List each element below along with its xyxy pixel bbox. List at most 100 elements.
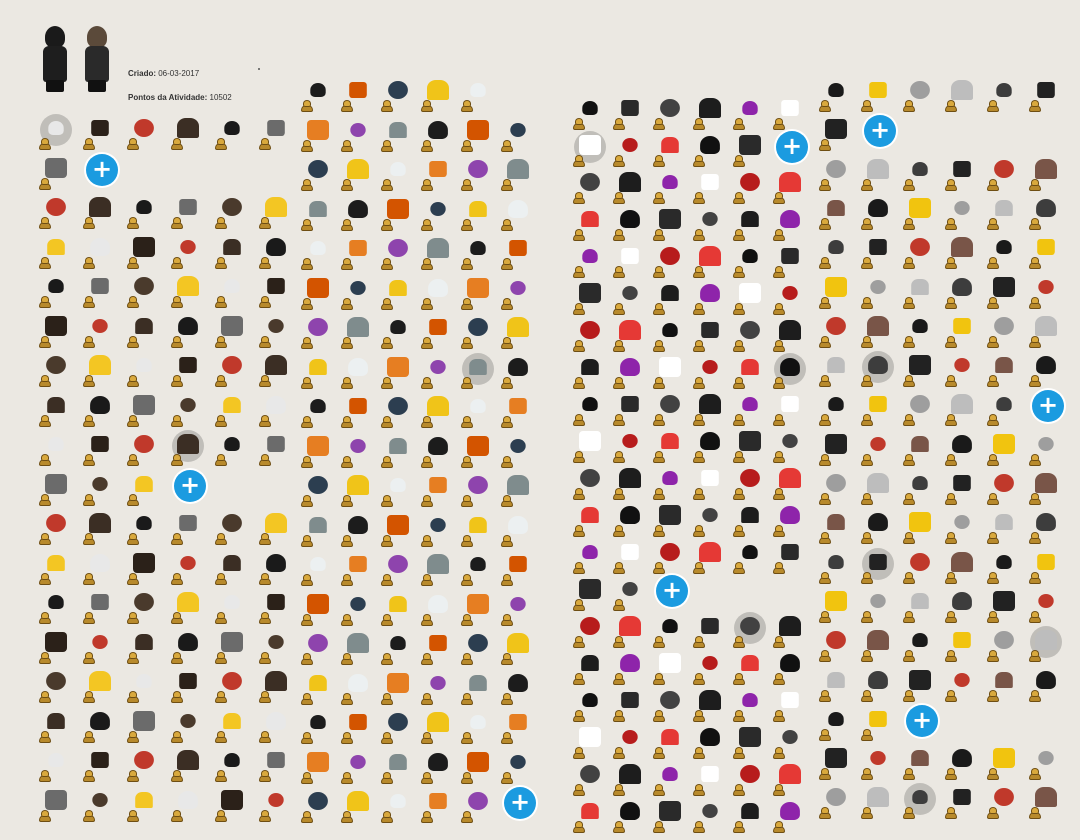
- wardrobe-item[interactable]: [860, 589, 894, 623]
- wardrobe-item[interactable]: [732, 762, 766, 796]
- wardrobe-item[interactable]: [500, 118, 534, 152]
- wardrobe-item[interactable]: [692, 170, 726, 204]
- wardrobe-item[interactable]: [818, 510, 852, 545]
- wardrobe-item[interactable]: [82, 353, 116, 387]
- wardrobe-item[interactable]: [692, 392, 726, 426]
- wardrobe-item[interactable]: [126, 235, 160, 269]
- wardrobe-item[interactable]: [986, 746, 1020, 781]
- wardrobe-item[interactable]: [126, 709, 160, 743]
- wardrobe-item[interactable]: [692, 688, 726, 722]
- wardrobe-item[interactable]: [944, 668, 978, 702]
- wardrobe-item[interactable]: [500, 592, 534, 626]
- wardrobe-item[interactable]: [214, 511, 248, 545]
- wardrobe-item[interactable]: [860, 547, 894, 584]
- wardrobe-item[interactable]: [986, 432, 1020, 466]
- wardrobe-item[interactable]: [126, 630, 160, 664]
- wardrobe-item[interactable]: [986, 196, 1020, 230]
- wardrobe-item[interactable]: [652, 244, 686, 278]
- wardrobe-item[interactable]: [732, 540, 766, 574]
- wardrobe-item[interactable]: [460, 473, 494, 507]
- wardrobe-item[interactable]: [612, 392, 646, 426]
- wardrobe-item[interactable]: [860, 628, 894, 663]
- wardrobe-item[interactable]: [818, 707, 852, 741]
- plus-icon[interactable]: +: [174, 469, 206, 502]
- avatar[interactable]: [82, 24, 112, 94]
- wardrobe-item[interactable]: [420, 78, 454, 112]
- wardrobe-item[interactable]: [170, 669, 204, 703]
- wardrobe-item[interactable]: [692, 281, 726, 315]
- wardrobe-item[interactable]: [214, 669, 248, 703]
- wardrobe-item[interactable]: [652, 799, 686, 833]
- wardrobe-item[interactable]: [572, 355, 606, 389]
- wardrobe-item[interactable]: [818, 589, 852, 623]
- wardrobe-item[interactable]: [126, 314, 160, 348]
- wardrobe-item[interactable]: [214, 630, 248, 664]
- wardrobe-item[interactable]: [300, 315, 334, 349]
- wardrobe-item[interactable]: [300, 750, 334, 784]
- wardrobe-item[interactable]: [340, 631, 374, 665]
- wardrobe-item[interactable]: [1028, 314, 1062, 348]
- wardrobe-item[interactable]: [986, 628, 1020, 663]
- wardrobe-item[interactable]: [692, 466, 726, 500]
- wardrobe-item[interactable]: [460, 631, 494, 665]
- wardrobe-item[interactable]: [860, 235, 894, 270]
- wardrobe-item[interactable]: [902, 314, 936, 348]
- wardrobe-item[interactable]: [300, 789, 334, 823]
- wardrobe-item[interactable]: [258, 274, 292, 308]
- wardrobe-item[interactable]: [460, 197, 494, 231]
- wardrobe-item[interactable]: [126, 432, 160, 466]
- wardrobe-item[interactable]: [214, 788, 248, 822]
- wardrobe-item[interactable]: [258, 748, 292, 782]
- wardrobe-item[interactable]: [732, 651, 766, 685]
- wardrobe-item[interactable]: [38, 274, 72, 308]
- wardrobe-item[interactable]: [902, 353, 936, 388]
- wardrobe-item[interactable]: [500, 513, 534, 547]
- wardrobe-item[interactable]: [126, 195, 160, 229]
- wardrobe-item[interactable]: [82, 748, 116, 782]
- wardrobe-item[interactable]: [986, 510, 1020, 545]
- wardrobe-item[interactable]: [300, 710, 334, 744]
- wardrobe-item[interactable]: [572, 614, 606, 648]
- wardrobe-item[interactable]: [1028, 235, 1062, 270]
- wardrobe-item[interactable]: [1028, 196, 1062, 230]
- wardrobe-item[interactable]: [572, 96, 606, 130]
- wardrobe-item[interactable]: [612, 244, 646, 278]
- wardrobe-item[interactable]: [460, 236, 494, 270]
- wardrobe-item[interactable]: [944, 157, 978, 191]
- wardrobe-item[interactable]: [572, 466, 606, 500]
- wardrobe-item[interactable]: [572, 799, 606, 833]
- wardrobe-item[interactable]: [126, 472, 160, 506]
- wardrobe-item[interactable]: [340, 671, 374, 705]
- wardrobe-item[interactable]: [692, 725, 726, 759]
- wardrobe-item[interactable]: [258, 630, 292, 664]
- wardrobe-item[interactable]: [1028, 157, 1062, 191]
- wardrobe-item[interactable]: [380, 750, 414, 784]
- wardrobe-item[interactable]: [170, 551, 204, 585]
- wardrobe-item[interactable]: [860, 275, 894, 309]
- wardrobe-item[interactable]: [170, 274, 204, 308]
- plus-icon[interactable]: +: [864, 115, 896, 148]
- wardrobe-item[interactable]: [500, 671, 534, 705]
- wardrobe-item[interactable]: [818, 275, 852, 309]
- wardrobe-item[interactable]: [652, 429, 686, 463]
- wardrobe-item[interactable]: [612, 207, 646, 241]
- wardrobe-item[interactable]: [214, 235, 248, 269]
- wardrobe-item[interactable]: [300, 473, 334, 507]
- wardrobe-item[interactable]: [420, 118, 454, 152]
- wardrobe-item[interactable]: [818, 117, 852, 152]
- wardrobe-item[interactable]: [652, 614, 686, 648]
- wardrobe-item[interactable]: [500, 473, 534, 507]
- wardrobe-item[interactable]: [82, 314, 116, 348]
- wardrobe-item[interactable]: [1028, 668, 1062, 702]
- wardrobe-item[interactable]: [772, 318, 806, 352]
- wardrobe-item[interactable]: [652, 170, 686, 204]
- wardrobe-item[interactable]: [772, 207, 806, 241]
- wardrobe-item[interactable]: [986, 78, 1020, 112]
- wardrobe-item[interactable]: [460, 352, 494, 389]
- wardrobe-item[interactable]: [82, 511, 116, 545]
- wardrobe-item[interactable]: [380, 631, 414, 665]
- wardrobe-item[interactable]: [340, 592, 374, 626]
- wardrobe-item[interactable]: [420, 631, 454, 665]
- wardrobe-item[interactable]: [500, 315, 534, 349]
- wardrobe-item[interactable]: [82, 551, 116, 585]
